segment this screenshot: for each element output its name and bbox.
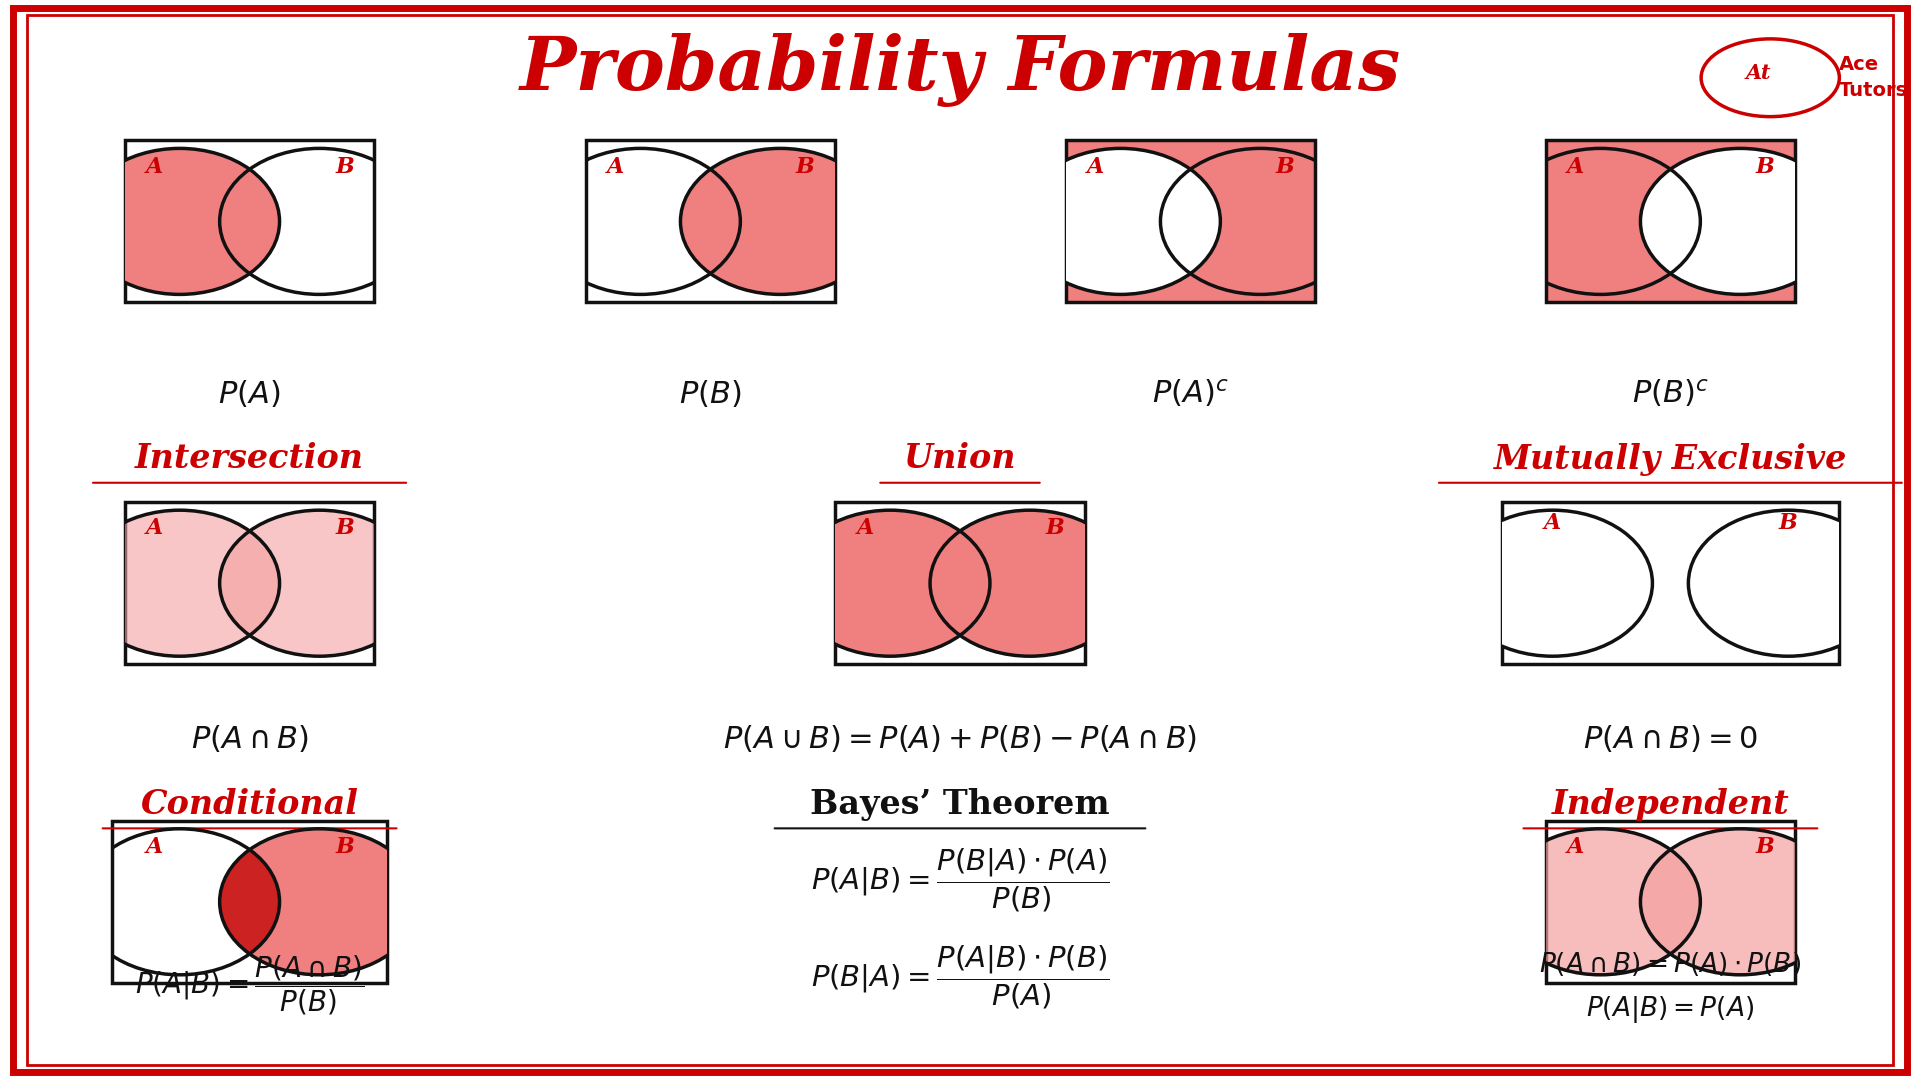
Text: $P(B|A) = \dfrac{P(A|B) \cdot P(B)}{P(A)}$: $P(B|A) = \dfrac{P(A|B) \cdot P(B)}{P(A)… bbox=[810, 944, 1110, 1011]
Ellipse shape bbox=[929, 510, 1129, 657]
Text: Probability Formulas: Probability Formulas bbox=[520, 33, 1400, 107]
Text: Tutors: Tutors bbox=[1839, 81, 1908, 100]
Text: $P(A \cap B)$: $P(A \cap B)$ bbox=[190, 725, 309, 755]
Text: A: A bbox=[1567, 836, 1584, 858]
Text: B: B bbox=[1778, 512, 1797, 534]
Text: B: B bbox=[1757, 156, 1774, 177]
Text: A: A bbox=[1544, 512, 1561, 534]
Text: B: B bbox=[1277, 156, 1294, 177]
Ellipse shape bbox=[81, 148, 280, 295]
Bar bbox=[1501, 502, 1839, 664]
Ellipse shape bbox=[219, 510, 419, 657]
Text: A: A bbox=[1567, 156, 1584, 177]
Text: Union: Union bbox=[904, 443, 1016, 475]
Text: A: A bbox=[856, 517, 874, 539]
Ellipse shape bbox=[1640, 828, 1839, 975]
Text: A: A bbox=[146, 836, 163, 858]
Ellipse shape bbox=[680, 148, 879, 295]
Bar bbox=[835, 502, 1085, 664]
Text: Intersection: Intersection bbox=[134, 443, 365, 475]
Bar bbox=[125, 140, 374, 302]
Text: A: A bbox=[146, 156, 163, 177]
Ellipse shape bbox=[1453, 510, 1653, 657]
Text: B: B bbox=[336, 836, 353, 858]
Ellipse shape bbox=[1688, 510, 1887, 657]
Text: $P(A)^c$: $P(A)^c$ bbox=[1152, 378, 1229, 410]
Text: $P(A|B) = \dfrac{P(A \cap B)}{P(B)}$: $P(A|B) = \dfrac{P(A \cap B)}{P(B)}$ bbox=[134, 954, 365, 1016]
Text: $P(B)$: $P(B)$ bbox=[680, 379, 741, 409]
Text: $P(A \cap B) = 0$: $P(A \cap B) = 0$ bbox=[1582, 725, 1759, 755]
Text: A: A bbox=[1087, 156, 1104, 177]
Bar bbox=[125, 502, 374, 664]
Ellipse shape bbox=[791, 510, 991, 657]
Bar bbox=[111, 821, 388, 983]
Text: $P(A \cap B) = P(A) \cdot P(B)$: $P(A \cap B) = P(A) \cdot P(B)$ bbox=[1540, 950, 1801, 978]
Text: A: A bbox=[607, 156, 624, 177]
Text: Mutually Exclusive: Mutually Exclusive bbox=[1494, 443, 1847, 475]
Bar bbox=[1546, 821, 1795, 983]
Ellipse shape bbox=[81, 510, 280, 657]
Text: Conditional: Conditional bbox=[140, 788, 359, 821]
Text: B: B bbox=[797, 156, 814, 177]
Text: $P(A|B) = P(A)$: $P(A|B) = P(A)$ bbox=[1586, 995, 1755, 1025]
Text: Ace: Ace bbox=[1839, 55, 1880, 75]
Text: Independent: Independent bbox=[1551, 788, 1789, 821]
Ellipse shape bbox=[1640, 148, 1839, 295]
Text: B: B bbox=[1046, 517, 1064, 539]
Text: $P(A \cup B) = P(A) + P(B) - P(A \cap B)$: $P(A \cup B) = P(A) + P(B) - P(A \cap B)… bbox=[724, 725, 1196, 755]
Text: $P(B)^c$: $P(B)^c$ bbox=[1632, 378, 1709, 410]
Text: A: A bbox=[146, 517, 163, 539]
Text: B: B bbox=[336, 156, 353, 177]
Ellipse shape bbox=[1501, 828, 1701, 975]
Text: B: B bbox=[336, 517, 353, 539]
Text: $P(A)$: $P(A)$ bbox=[219, 379, 280, 409]
Bar bbox=[586, 140, 835, 302]
Bar bbox=[1546, 140, 1795, 302]
Text: Bayes’ Theorem: Bayes’ Theorem bbox=[810, 788, 1110, 821]
Ellipse shape bbox=[81, 828, 280, 975]
Ellipse shape bbox=[1021, 148, 1221, 295]
Bar bbox=[1066, 140, 1315, 302]
Text: B: B bbox=[1757, 836, 1774, 858]
Text: $P(A|B) = \dfrac{P(B|A) \cdot P(A)}{P(B)}$: $P(A|B) = \dfrac{P(B|A) \cdot P(A)}{P(B)… bbox=[810, 847, 1110, 914]
Text: At: At bbox=[1745, 64, 1772, 83]
Ellipse shape bbox=[219, 828, 419, 975]
